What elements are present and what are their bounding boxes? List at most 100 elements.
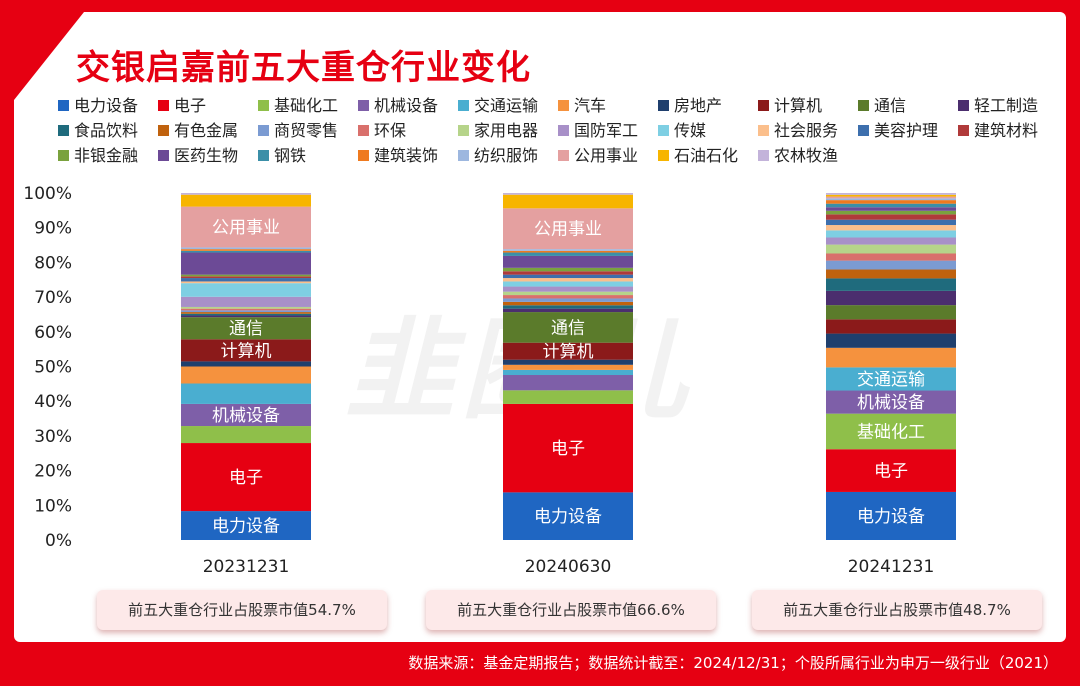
legend-swatch-2 (158, 100, 169, 111)
bar-segment-2-28 (503, 193, 633, 195)
bar-segment-3-26 (826, 196, 956, 199)
bar-segment-2-23 (503, 252, 633, 256)
bar-segment-1-9 (181, 317, 311, 340)
segment-label: 机械设备 (212, 406, 280, 426)
bar-segment-1-16 (181, 296, 311, 307)
bar-segment-3-23 (826, 203, 956, 208)
bar-segment-2-10 (503, 308, 633, 313)
legend-swatch-14 (358, 125, 369, 136)
legend-label-27: 石油石化 (674, 146, 738, 165)
bar-segment-2-14 (503, 295, 633, 299)
legend-label-18: 社会服务 (774, 121, 838, 140)
legend-label-24: 建筑装饰 (374, 146, 438, 165)
legend-label-1: 电力设备 (74, 96, 138, 115)
bar-segment-2-26 (503, 208, 633, 250)
bar-segment-2-4 (503, 375, 633, 391)
y-tick-label: 80% (34, 253, 72, 273)
segment-label: 通信 (229, 319, 263, 339)
bar-segment-1-26 (181, 206, 311, 248)
y-tick-label: 30% (34, 427, 72, 447)
bar-segment-3-7 (826, 333, 956, 348)
legend-label-15: 家用电器 (474, 121, 538, 140)
legend-label-12: 有色金属 (174, 121, 238, 140)
bar-segment-3-15 (826, 244, 956, 254)
bar-segment-1-15 (181, 306, 311, 309)
bar-segment-1-2 (181, 443, 311, 512)
legend-swatch-12 (158, 125, 169, 136)
legend-swatch-24 (358, 150, 369, 161)
segment-label: 基础化工 (857, 422, 925, 442)
legend-label-25: 纺织服饰 (474, 146, 538, 165)
bar-segment-1-7 (181, 361, 311, 367)
bar-segment-2-9 (503, 312, 633, 343)
bar-segment-2-12 (503, 301, 633, 306)
legend-swatch-5 (458, 100, 469, 111)
legend-swatch-26 (558, 150, 569, 161)
legend-swatch-23 (258, 150, 269, 161)
legend-label-21: 非银金融 (74, 146, 138, 165)
legend-swatch-6 (558, 100, 569, 111)
bar-segment-1-13 (181, 310, 311, 313)
y-tick-label: 10% (34, 496, 72, 516)
bar-segment-1-21 (181, 274, 311, 277)
bar-segment-3-25 (826, 198, 956, 201)
bar-segment-2-22 (503, 255, 633, 268)
bar-segment-2-3 (503, 390, 633, 404)
legend-swatch-28 (758, 150, 769, 161)
bar-segment-3-11 (826, 278, 956, 291)
bar-segment-1-23 (181, 250, 311, 253)
bar-segment-1-12 (181, 312, 311, 314)
bar-segment-3-28 (826, 193, 956, 195)
segment-label: 电子 (229, 468, 263, 488)
legend-label-14: 环保 (374, 121, 406, 140)
bar-segment-3-2 (826, 449, 956, 492)
legend-swatch-1 (58, 100, 69, 111)
y-tick-label: 20% (34, 462, 72, 482)
bar-segment-2-27 (503, 194, 633, 209)
legend-label-22: 医药生物 (174, 146, 238, 165)
segment-label: 电力设备 (857, 507, 925, 527)
legend-label-5: 交通运输 (474, 96, 538, 115)
data-source-note: 数据来源：基金定期报告；数据统计截至：2024/12/31；个股所属行业为申万一… (408, 654, 1058, 672)
bar-segment-1-10 (181, 315, 311, 318)
bar-segment-2-2 (503, 403, 633, 493)
segment-label: 公用事业 (534, 220, 602, 240)
segment-label: 计算机 (221, 341, 272, 361)
legend-swatch-27 (658, 150, 669, 161)
legend-swatch-10 (958, 100, 969, 111)
legend-swatch-13 (258, 125, 269, 136)
segment-label: 机械设备 (857, 393, 925, 413)
segment-label: 电子 (874, 462, 908, 482)
segment-label: 电力设备 (534, 507, 602, 527)
bar-segment-3-16 (826, 237, 956, 245)
bar-segment-3-8 (826, 319, 956, 334)
bar-segment-3-14 (826, 253, 956, 261)
bar-segment-3-10 (826, 290, 956, 306)
legend-label-6: 汽车 (574, 96, 606, 115)
bar-segment-2-24 (503, 250, 633, 253)
bar-segment-3-18 (826, 225, 956, 231)
note-box-1: 前五大重仓行业占股票市值54.7% (97, 590, 387, 630)
note-box-2: 前五大重仓行业占股票市值66.6% (426, 590, 716, 630)
bar-segment-1-22 (181, 252, 311, 275)
y-tick-label: 90% (34, 219, 72, 239)
bar-segment-2-1 (503, 492, 633, 540)
note-box-3: 前五大重仓行业占股票市值48.7% (752, 590, 1042, 630)
bar-segment-3-12 (826, 269, 956, 279)
legend-label-3: 基础化工 (274, 96, 338, 115)
bar-segment-1-4 (181, 403, 311, 427)
legend-label-28: 农林牧渔 (774, 146, 838, 165)
segment-label: 电子 (551, 439, 585, 459)
bar-segment-3-5 (826, 367, 956, 391)
legend-swatch-7 (658, 100, 669, 111)
bar-segment-3-24 (826, 200, 956, 204)
legend-label-4: 机械设备 (374, 96, 438, 115)
legend-label-11: 食品饮料 (74, 121, 138, 140)
y-tick-label: 70% (34, 288, 72, 308)
corner-decoration (14, 12, 84, 100)
y-tick-label: 0% (45, 531, 72, 551)
legend-label-19: 美容护理 (874, 121, 938, 140)
legend-swatch-18 (758, 125, 769, 136)
bar-segment-3-13 (826, 260, 956, 270)
legend-label-9: 通信 (874, 96, 906, 115)
